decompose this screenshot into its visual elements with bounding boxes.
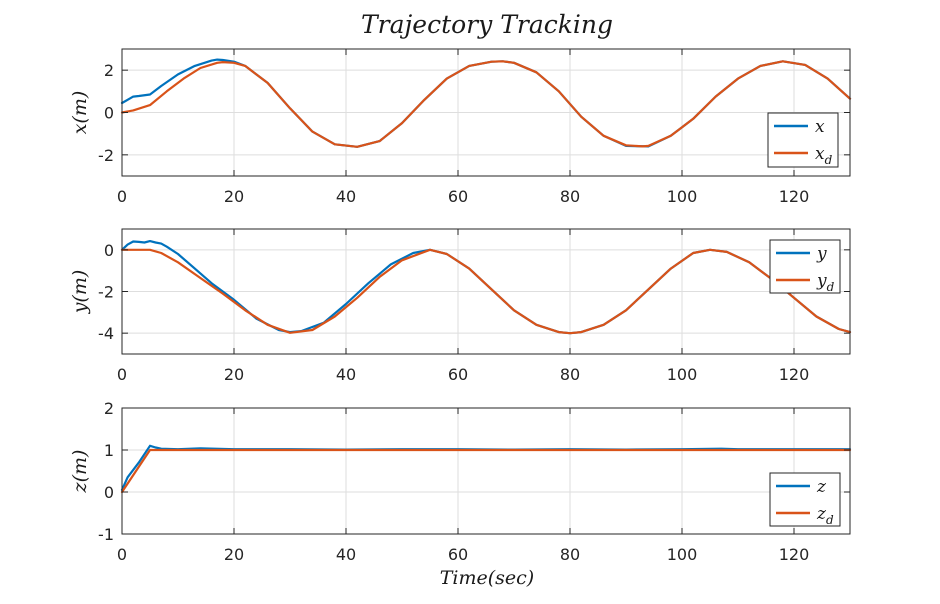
y-tick-label: -4 <box>98 324 114 343</box>
x-tick-label: 120 <box>779 365 810 384</box>
y-tick-label: 0 <box>104 104 114 123</box>
legend-box <box>767 112 839 168</box>
x-tick-label: 40 <box>336 365 356 384</box>
legend: xxd <box>767 112 839 168</box>
x-tick-label: 0 <box>117 365 127 384</box>
series-line-x-d <box>120 60 852 148</box>
legend-label-base: z <box>816 477 827 497</box>
legend-label-base: z <box>816 504 827 524</box>
y-axis-label: y(m) <box>69 270 91 315</box>
y-tick-label: -2 <box>98 146 114 165</box>
x-tick-label: 120 <box>779 545 810 564</box>
y-tick-label: 2 <box>104 399 114 418</box>
x-tick-label: 100 <box>667 545 698 564</box>
y-tick-label: -1 <box>98 525 114 544</box>
series-line-y-d <box>120 248 852 335</box>
y-tick-label: 1 <box>104 441 114 460</box>
x-tick-label: 80 <box>560 365 580 384</box>
legend-label-subscript: d <box>826 513 834 527</box>
legend-box <box>769 472 841 527</box>
y-tick-label: 2 <box>104 61 114 80</box>
legend-label-base: y <box>816 271 827 291</box>
x-tick-label: 20 <box>224 365 244 384</box>
x-tick-label: 80 <box>560 545 580 564</box>
legend-box <box>769 239 841 294</box>
x-tick-label: 100 <box>667 187 698 206</box>
plot-area <box>122 408 850 534</box>
chart-title: Trajectory Tracking <box>361 10 613 39</box>
x-tick-label: 100 <box>667 365 698 384</box>
legend: yyd <box>769 239 841 294</box>
x-tick-label: 0 <box>117 545 127 564</box>
legend-label: z <box>816 477 827 497</box>
x-tick-label: 60 <box>448 545 468 564</box>
legend-label: zd <box>816 504 834 527</box>
series-line-z-d <box>120 448 852 494</box>
x-tick-label: 0 <box>117 187 127 206</box>
legend-label-subscript: d <box>825 153 833 167</box>
axes-box <box>121 407 851 535</box>
y-tick-label: -2 <box>98 283 114 302</box>
legend: zzd <box>769 472 841 527</box>
x-tick-label: 60 <box>448 187 468 206</box>
legend-label-subscript: d <box>827 280 835 294</box>
x-tick-label: 20 <box>224 187 244 206</box>
y-axis-label: z(m) <box>69 450 91 494</box>
legend-label-base: x <box>815 144 825 164</box>
legend-label: yd <box>816 271 835 294</box>
x-axis-label: Time(sec) <box>440 567 534 589</box>
legend-label-base: y <box>816 244 827 264</box>
legend-label: x <box>815 117 825 137</box>
x-tick-label: 80 <box>560 187 580 206</box>
x-tick-label: 40 <box>336 187 356 206</box>
y-tick-label: 0 <box>104 483 114 502</box>
legend-label-base: x <box>815 117 825 137</box>
x-tick-label: 120 <box>779 187 810 206</box>
legend-label: y <box>816 244 827 264</box>
x-tick-label: 20 <box>224 545 244 564</box>
x-tick-label: 40 <box>336 545 356 564</box>
y-axis-label: x(m) <box>69 91 91 135</box>
legend-label: xd <box>815 144 833 167</box>
y-tick-label: 0 <box>104 241 114 260</box>
x-tick-label: 60 <box>448 365 468 384</box>
